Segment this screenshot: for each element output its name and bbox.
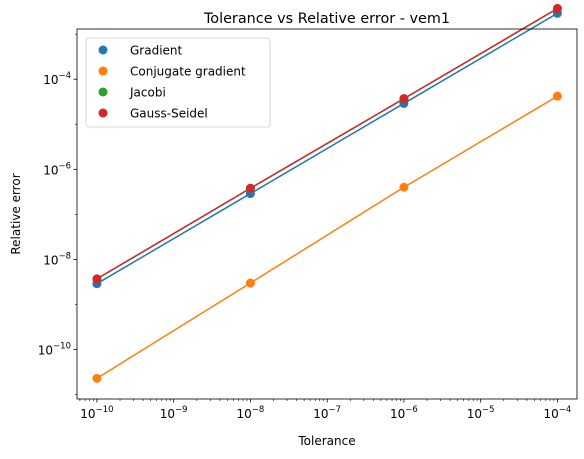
legend-marker: [98, 45, 108, 55]
x-axis-label: Tolerance: [297, 434, 355, 448]
legend-label: Jacobi: [129, 86, 166, 100]
data-point: [552, 91, 562, 101]
legend-label: Gradient: [130, 44, 183, 58]
data-point: [245, 278, 255, 288]
y-tick-label: 10−6: [43, 161, 71, 177]
legend-label: Conjugate gradient: [130, 65, 246, 79]
x-tick-label: 10−10: [80, 405, 113, 421]
data-point: [245, 183, 255, 193]
x-tick-label: 10−5: [467, 405, 495, 421]
legend-marker: [98, 66, 108, 76]
plot-markers: [92, 4, 562, 383]
y-tick-label: 10−8: [43, 251, 71, 267]
x-tick-label: 10−8: [237, 405, 265, 421]
chart-title: Tolerance vs Relative error - vem1: [203, 11, 450, 27]
x-tick-label: 10−6: [390, 405, 418, 421]
legend-label: Gauss-Seidel: [130, 107, 208, 121]
plot-area: [96, 7, 558, 379]
series-line: [96, 12, 558, 285]
series-line: [96, 95, 558, 379]
x-axis: 10−10 10−9 10−8 10−7 10−6 10−5 10−4: [79, 399, 572, 421]
data-point: [399, 94, 409, 104]
x-tick-label: 10−7: [313, 405, 341, 421]
y-tick-label: 10−10: [38, 342, 71, 358]
data-point: [92, 373, 102, 383]
x-tick-label: 10−9: [160, 405, 188, 421]
x-tick-label: 10−4: [544, 405, 572, 421]
legend-marker: [98, 87, 108, 97]
legend-marker: [98, 108, 108, 118]
data-point: [552, 4, 562, 14]
data-point: [92, 274, 102, 284]
legend-frame: [85, 37, 271, 128]
data-point: [399, 182, 409, 192]
legend: Gradient Conjugate gradient Jacobi Gauss-Se…: [85, 37, 271, 128]
series-line: [96, 7, 558, 280]
y-axis-label: Relative error: [9, 173, 23, 254]
y-tick-label: 10−4: [43, 71, 71, 87]
y-axis: 10−10 10−8 10−6 10−4: [38, 33, 77, 395]
